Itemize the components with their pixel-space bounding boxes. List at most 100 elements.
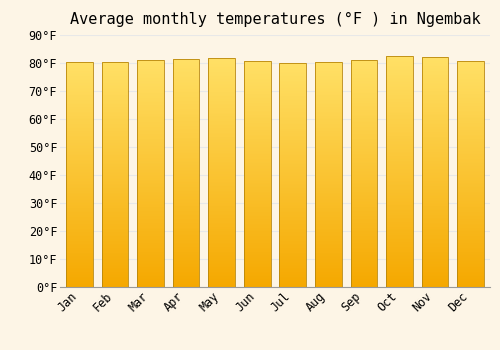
Bar xyxy=(350,225,377,226)
Bar xyxy=(244,67,270,68)
Bar xyxy=(138,148,164,149)
Bar xyxy=(102,252,128,254)
Bar xyxy=(280,205,306,206)
Bar xyxy=(457,230,484,231)
Bar xyxy=(66,85,93,86)
Bar xyxy=(138,183,164,184)
Bar xyxy=(422,102,448,103)
Bar xyxy=(208,92,235,93)
Bar xyxy=(350,232,377,234)
Bar xyxy=(422,169,448,170)
Bar xyxy=(102,113,128,114)
Bar xyxy=(422,207,448,209)
Bar xyxy=(315,148,342,149)
Bar xyxy=(138,260,164,261)
Bar xyxy=(244,111,270,112)
Bar xyxy=(315,133,342,134)
Bar xyxy=(386,186,412,187)
Bar xyxy=(422,89,448,91)
Bar xyxy=(138,193,164,195)
Bar xyxy=(315,97,342,98)
Bar xyxy=(280,136,306,138)
Bar xyxy=(102,118,128,119)
Bar xyxy=(244,80,270,82)
Bar xyxy=(315,69,342,70)
Bar xyxy=(208,258,235,259)
Bar xyxy=(386,275,412,276)
Bar xyxy=(422,158,448,160)
Bar xyxy=(102,158,128,160)
Bar xyxy=(208,136,235,137)
Bar xyxy=(422,224,448,226)
Bar xyxy=(457,213,484,215)
Bar xyxy=(173,286,200,287)
Bar xyxy=(315,272,342,274)
Bar xyxy=(386,181,412,182)
Bar xyxy=(350,201,377,202)
Bar xyxy=(457,113,484,115)
Bar xyxy=(66,190,93,191)
Bar xyxy=(66,234,93,236)
Bar xyxy=(173,88,200,89)
Bar xyxy=(386,64,412,65)
Bar xyxy=(173,247,200,249)
Bar xyxy=(280,196,306,197)
Bar xyxy=(315,232,342,233)
Bar xyxy=(173,133,200,135)
Bar xyxy=(315,194,342,196)
Bar xyxy=(173,120,200,121)
Bar xyxy=(244,70,270,71)
Bar xyxy=(280,263,306,265)
Bar xyxy=(422,235,448,236)
Bar xyxy=(208,119,235,120)
Bar xyxy=(138,187,164,189)
Bar xyxy=(422,248,448,250)
Bar xyxy=(386,161,412,162)
Bar xyxy=(208,272,235,273)
Bar xyxy=(315,65,342,67)
Bar xyxy=(208,269,235,270)
Bar xyxy=(66,209,93,211)
Bar xyxy=(457,144,484,145)
Bar xyxy=(280,69,306,70)
Bar xyxy=(422,230,448,232)
Bar xyxy=(280,208,306,209)
Bar xyxy=(280,217,306,218)
Bar xyxy=(244,64,270,65)
Bar xyxy=(350,104,377,106)
Bar xyxy=(173,126,200,127)
Bar xyxy=(422,74,448,75)
Bar xyxy=(350,243,377,245)
Bar xyxy=(280,194,306,196)
Bar xyxy=(315,112,342,113)
Bar xyxy=(173,152,200,153)
Bar xyxy=(280,122,306,124)
Bar xyxy=(350,177,377,178)
Bar xyxy=(138,264,164,266)
Bar xyxy=(66,267,93,269)
Bar xyxy=(280,97,306,99)
Bar xyxy=(280,229,306,230)
Bar xyxy=(422,147,448,149)
Bar xyxy=(422,196,448,198)
Bar xyxy=(244,74,270,76)
Bar xyxy=(244,113,270,115)
Bar xyxy=(244,212,270,213)
Bar xyxy=(457,61,484,287)
Bar xyxy=(422,135,448,136)
Bar xyxy=(315,240,342,242)
Bar xyxy=(280,272,306,274)
Bar xyxy=(422,118,448,120)
Bar xyxy=(422,86,448,88)
Bar xyxy=(208,243,235,244)
Bar xyxy=(66,205,93,206)
Bar xyxy=(315,206,342,208)
Bar xyxy=(315,275,342,276)
Bar xyxy=(315,164,342,166)
Bar xyxy=(102,232,128,233)
Bar xyxy=(173,136,200,138)
Bar xyxy=(66,280,93,281)
Bar xyxy=(350,145,377,146)
Bar xyxy=(208,166,235,168)
Bar xyxy=(422,132,448,134)
